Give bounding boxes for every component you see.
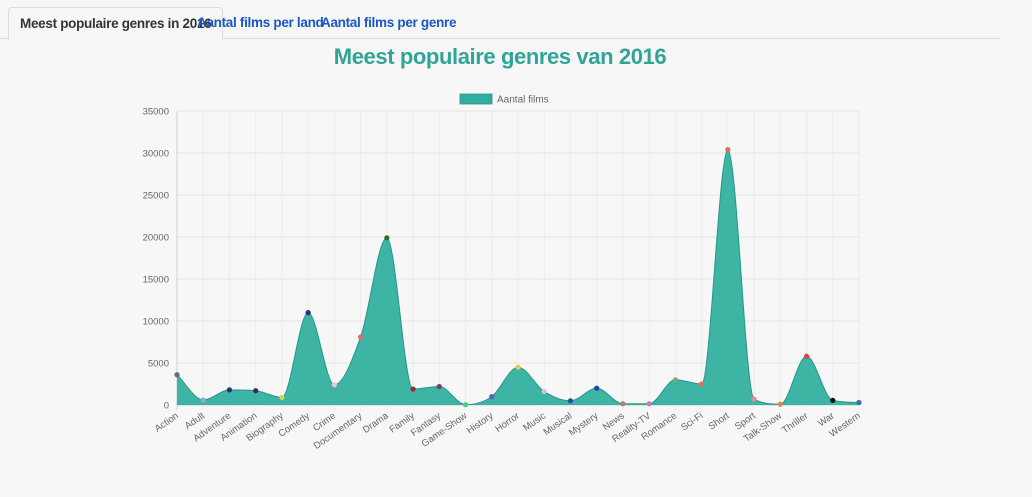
data-point [358, 334, 364, 340]
tab-aantal-films-per-land[interactable]: Aantal films per land [197, 15, 324, 30]
data-point [620, 401, 626, 407]
x-tick-label: Thriller [780, 410, 810, 436]
x-tick-label: Horror [493, 410, 521, 434]
series-line-aantal-films [176, 149, 860, 406]
chart-title: Meest populaire genres van 2016 [333, 44, 667, 69]
y-tick-label: 25000 [143, 191, 169, 202]
x-tick-label: Short [707, 410, 732, 432]
data-point [567, 398, 574, 404]
data-point [777, 401, 783, 407]
legend-swatch [459, 93, 493, 105]
data-point [725, 147, 731, 153]
data-point [305, 310, 311, 316]
data-point [751, 396, 757, 402]
data-point [856, 399, 862, 406]
y-tick-label: 10000 [143, 317, 169, 328]
y-tick-label: 35000 [143, 107, 169, 118]
data-point [462, 402, 469, 408]
data-point [803, 353, 810, 359]
data-point [279, 394, 285, 401]
x-tick-label: Drama [361, 410, 391, 436]
y-tick-label: 20000 [143, 233, 169, 244]
data-point [200, 397, 206, 403]
data-point [410, 386, 416, 392]
tab-bar: Meest populaire genres in 2016 Aantal fi… [0, 0, 1000, 40]
data-point [226, 387, 233, 393]
data-point [594, 385, 600, 391]
x-tick-label: History [465, 410, 496, 436]
data-point [672, 377, 678, 383]
data-point [384, 235, 390, 241]
data-point [699, 381, 705, 387]
data-point [830, 397, 836, 403]
y-tick-label: 0 [164, 401, 169, 412]
series-area-aantal-films [177, 149, 859, 405]
x-tick-label: Mystery [567, 410, 601, 438]
tab-meest-populaire-genres[interactable]: Meest populaire genres in 2016 [8, 7, 224, 40]
data-point [646, 401, 652, 407]
data-point [489, 394, 495, 400]
x-tick-label: Sci-Fi [679, 410, 705, 433]
y-tick-label: 15000 [143, 275, 169, 286]
y-tick-label: 5000 [148, 359, 169, 370]
data-point [515, 364, 521, 370]
data-point [253, 388, 259, 394]
data-point [436, 383, 442, 390]
data-point [331, 382, 337, 388]
tab-aantal-films-per-genre[interactable]: Aantal films per genre [321, 15, 457, 30]
x-tick-label: Action [153, 410, 181, 434]
y-tick-label: 30000 [143, 149, 169, 160]
data-point [174, 372, 180, 378]
data-point [541, 388, 547, 395]
legend-label: Aantal films [497, 95, 549, 106]
